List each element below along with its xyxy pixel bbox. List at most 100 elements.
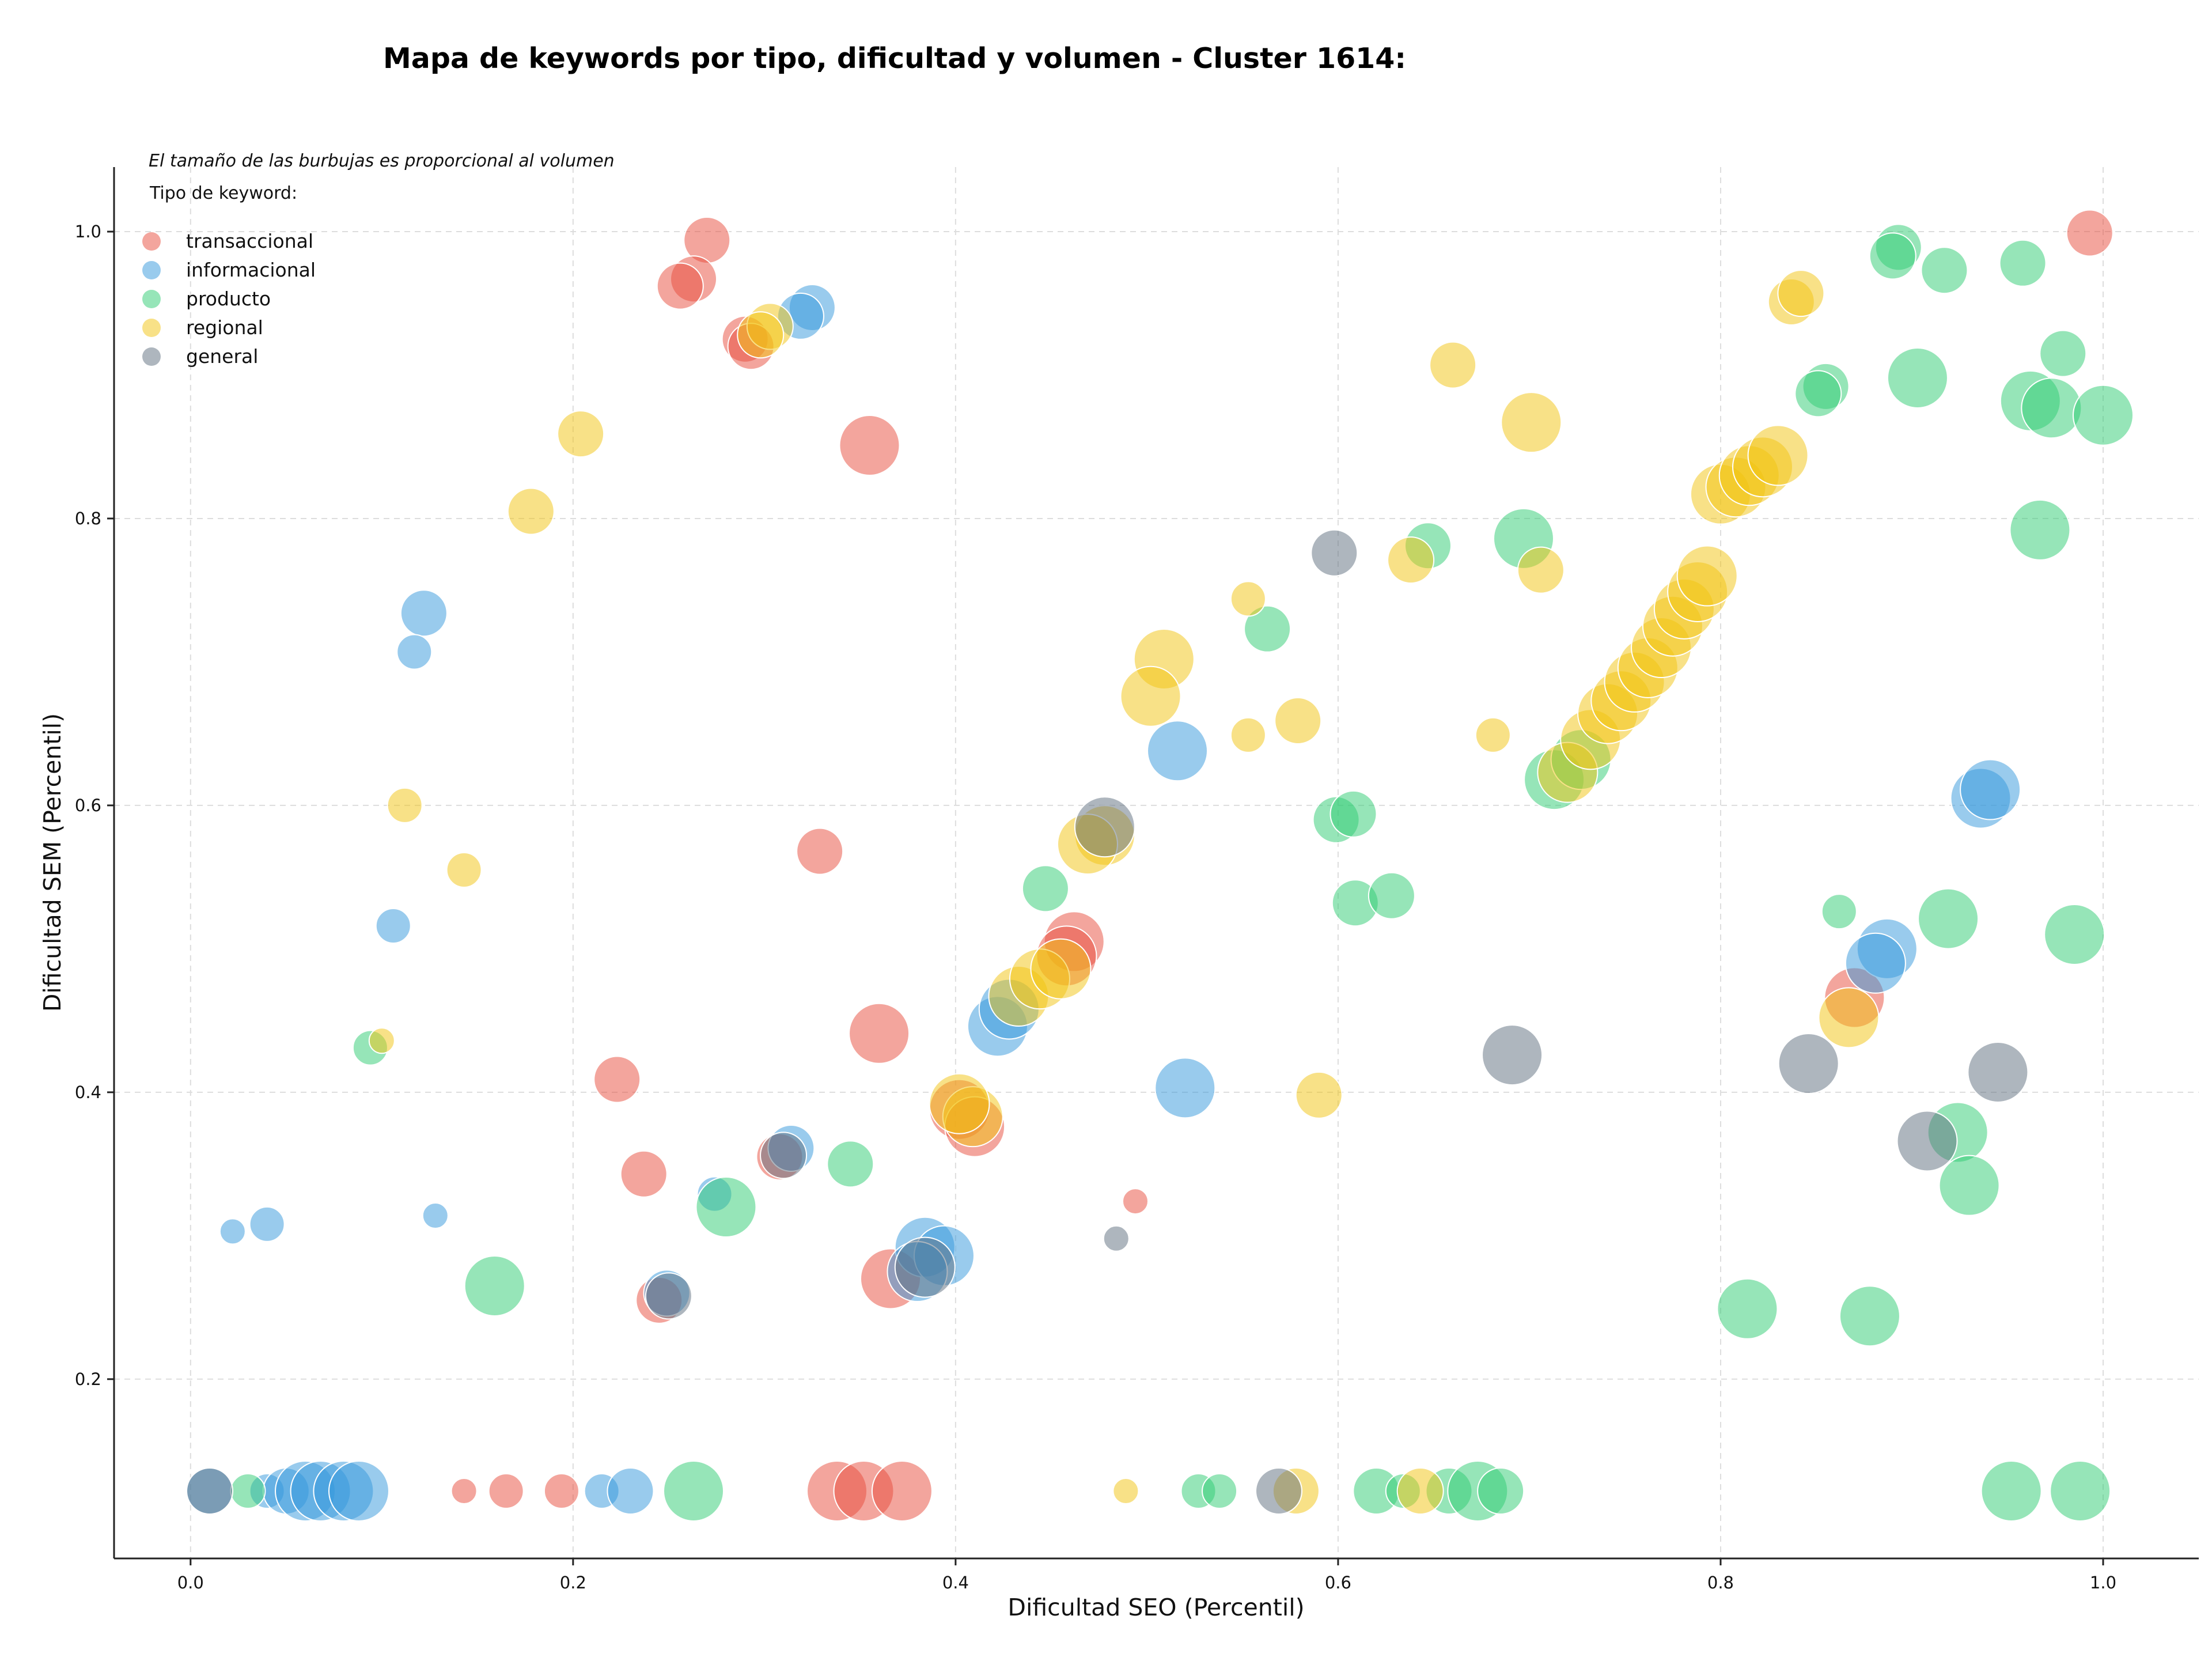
bubble-general[interactable] [1967, 1041, 2029, 1103]
bubble-transaccional[interactable] [796, 827, 844, 875]
bubble-informacional[interactable] [1154, 1057, 1216, 1119]
axes [113, 167, 2199, 1560]
bubble-regional[interactable] [446, 852, 482, 888]
bubble-regional[interactable] [1676, 545, 1738, 607]
bubble-informacional[interactable] [422, 1202, 449, 1229]
bubble-producto[interactable] [1887, 347, 1948, 408]
bubble-regional[interactable] [1396, 1467, 1444, 1515]
bubble-producto[interactable] [2044, 903, 2105, 965]
y-tick-label: 0.6 [75, 796, 101, 815]
bubble-regional[interactable] [1030, 938, 1092, 1000]
bubble-transaccional[interactable] [543, 1473, 579, 1509]
bubble-producto[interactable] [1202, 1473, 1238, 1509]
bubble-producto[interactable] [827, 1140, 874, 1188]
bubble-general[interactable] [645, 1272, 692, 1320]
y-tick-label: 0.2 [75, 1369, 101, 1389]
bubble-producto[interactable] [1821, 894, 1857, 930]
x-axis-title: Dificultad SEO (Percentil) [1007, 1594, 1304, 1621]
bubble-producto[interactable] [2021, 377, 2082, 439]
bubble-general[interactable] [1896, 1110, 1958, 1172]
bubble-producto[interactable] [1839, 1285, 1900, 1347]
bubble-regional[interactable] [368, 1027, 395, 1054]
bubble-transaccional[interactable] [620, 1150, 668, 1198]
bubble-producto[interactable] [695, 1176, 757, 1238]
bubble-informacional[interactable] [219, 1218, 246, 1245]
x-tick-label: 0.4 [942, 1573, 969, 1592]
bubble-producto[interactable] [464, 1255, 525, 1316]
bubble-regional[interactable] [1274, 697, 1322, 745]
bubble-regional[interactable] [1112, 1477, 1139, 1504]
bubble-transaccional[interactable] [450, 1477, 478, 1504]
bubble-transaccional[interactable] [2066, 209, 2113, 257]
bubble-informacional[interactable] [400, 589, 448, 637]
bubble-regional[interactable] [1230, 581, 1266, 617]
bubble-producto[interactable] [230, 1473, 266, 1509]
bubble-regional[interactable] [737, 311, 785, 359]
bubble-producto[interactable] [1869, 232, 1916, 280]
bubble-regional[interactable] [1429, 341, 1477, 389]
bubble-producto[interactable] [1794, 370, 1842, 418]
bubble-producto[interactable] [1918, 888, 1979, 949]
bubble-transaccional[interactable] [849, 1002, 910, 1064]
bubble-regional[interactable] [1517, 546, 1565, 594]
bubble-producto[interactable] [1330, 790, 1377, 838]
bubble-informacional[interactable] [1844, 932, 1906, 994]
bubble-regional[interactable] [1295, 1071, 1343, 1119]
bubble-regional[interactable] [1230, 717, 1266, 753]
bubble-general[interactable] [1482, 1024, 1543, 1086]
bubble-regional[interactable] [557, 410, 605, 458]
bubble-transaccional[interactable] [488, 1473, 524, 1509]
bubble-producto[interactable] [2009, 499, 2071, 561]
x-tick-label: 1.0 [2090, 1573, 2116, 1592]
bubble-transaccional[interactable] [593, 1055, 641, 1103]
axis-ticks: 0.0 0.2 0.4 0.6 0.8 1.0 0.2 0.4 0.6 0.8 1.0 [75, 222, 2116, 1592]
bubble-informacional[interactable] [396, 634, 433, 670]
bubble-informacional[interactable] [1960, 759, 2021, 820]
bubble-producto[interactable] [2072, 384, 2134, 446]
bubble-producto[interactable] [1717, 1278, 1778, 1340]
bubble-informacional[interactable] [607, 1467, 654, 1515]
bubble-producto[interactable] [1244, 605, 1291, 653]
legend-label-producto: producto [186, 287, 271, 310]
bubble-regional[interactable] [1120, 665, 1181, 727]
bubble-producto[interactable] [1368, 872, 1415, 920]
bubble-producto[interactable] [1477, 1467, 1525, 1515]
bubble-producto[interactable] [1999, 239, 2047, 287]
bubble-transaccional[interactable] [656, 262, 704, 310]
bubble-informacional[interactable] [1147, 720, 1209, 782]
bubble-general[interactable] [186, 1467, 234, 1515]
bubble-general[interactable] [894, 1236, 956, 1298]
bubble-informacional[interactable] [249, 1206, 285, 1242]
bubble-general[interactable] [1310, 529, 1358, 577]
bubble-regional[interactable] [1747, 425, 1809, 486]
bubble-producto[interactable] [1921, 247, 1968, 294]
bubble-producto[interactable] [1938, 1155, 2000, 1216]
bubble-informacional[interactable] [375, 908, 411, 944]
bubble-general[interactable] [1074, 796, 1135, 858]
bubble-regional[interactable] [929, 1073, 990, 1134]
bubble-general[interactable] [760, 1132, 808, 1179]
bubble-regional[interactable] [1475, 717, 1511, 753]
bubble-transaccional[interactable] [1122, 1188, 1149, 1215]
x-tick-label: 0.6 [1325, 1573, 1351, 1592]
bubble-transaccional[interactable] [871, 1460, 933, 1522]
bubble-regional[interactable] [1501, 392, 1562, 453]
legend: Tipo de keyword: transaccional informacio… [142, 183, 316, 368]
bubble-transaccional[interactable] [839, 415, 900, 476]
bubble-regional[interactable] [1387, 536, 1435, 584]
bubble-producto[interactable] [2039, 330, 2087, 377]
bubble-informacional[interactable] [328, 1460, 389, 1522]
bubble-general[interactable] [1103, 1225, 1130, 1252]
bubble-regional[interactable] [507, 487, 555, 535]
bubble-producto[interactable] [1021, 865, 1069, 913]
bubble-size-note: El tamaño de las burbujas es proporciona… [149, 151, 615, 171]
bubble-producto[interactable] [2050, 1460, 2111, 1522]
bubble-regional[interactable] [387, 787, 423, 823]
bubble-producto[interactable] [663, 1460, 725, 1522]
bubble-general[interactable] [1255, 1467, 1302, 1515]
legend-label-transaccional: transaccional [186, 230, 313, 252]
bubble-producto[interactable] [1980, 1460, 2042, 1522]
bubble-regional[interactable] [1818, 987, 1880, 1049]
bubble-regional[interactable] [1777, 270, 1825, 317]
bubble-general[interactable] [1778, 1033, 1839, 1095]
